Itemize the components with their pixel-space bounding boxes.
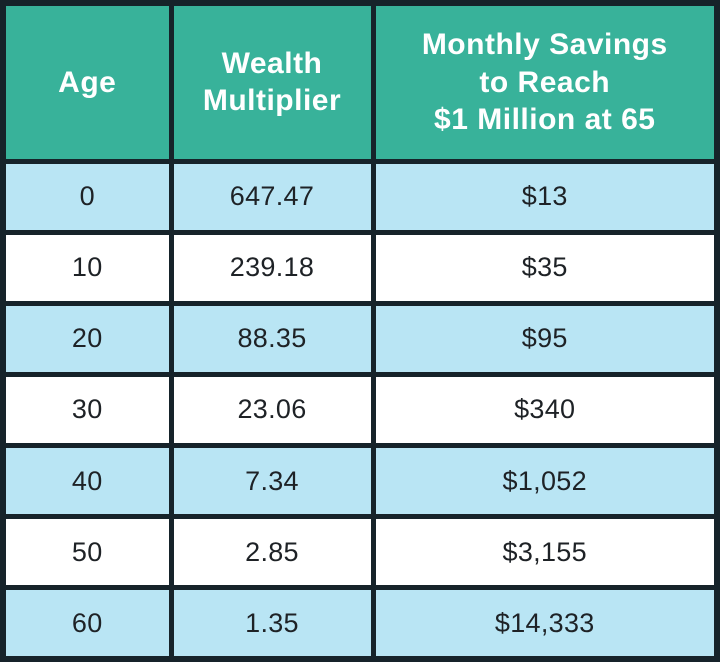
header-cell-wealth-multiplier: Wealth Multiplier <box>168 0 376 164</box>
savings-cell: $14,333 <box>370 585 720 662</box>
age-cell: 30 <box>0 371 174 449</box>
header-savings-line-3: $1 Million at 65 <box>434 103 656 136</box>
header-age-label: Age <box>58 65 117 99</box>
savings-cell: $95 <box>370 300 720 377</box>
age-cell: 40 <box>0 443 174 520</box>
age-cell: 0 <box>0 158 174 235</box>
age-cell: 50 <box>0 514 174 591</box>
savings-cell: $13 <box>370 158 720 235</box>
multiplier-cell: 1.35 <box>168 585 376 662</box>
age-cell: 10 <box>0 229 174 306</box>
table-row: 60 1.35 $14,333 <box>0 585 720 662</box>
table-row: 10 239.18 $35 <box>0 229 720 306</box>
age-cell: 20 <box>0 300 174 377</box>
header-multiplier-line-2: Multiplier <box>202 84 342 118</box>
multiplier-cell: 23.06 <box>168 371 376 449</box>
header-savings-line-2: to Reach <box>479 65 611 99</box>
table-row: 0 647.47 $13 <box>0 158 720 235</box>
table-row: 20 88.35 $95 <box>0 300 720 377</box>
header-savings-line-1: Monthly Savings <box>421 28 668 61</box>
savings-cell: $3,155 <box>370 514 720 591</box>
savings-cell: $1,052 <box>370 443 720 520</box>
multiplier-cell: 239.18 <box>168 229 376 306</box>
header-row: Age Wealth Multiplier Monthly Savings to… <box>0 0 720 164</box>
table-row: 50 2.85 $3,155 <box>0 514 720 591</box>
table-row: 30 23.06 $340 <box>0 371 720 449</box>
savings-cell: $35 <box>370 229 720 306</box>
multiplier-cell: 647.47 <box>168 158 376 235</box>
header-cell-age: Age <box>0 0 174 164</box>
multiplier-cell: 88.35 <box>168 300 376 377</box>
savings-cell: $340 <box>370 371 720 449</box>
header-cell-monthly-savings: Monthly Savings to Reach $1 Million at 6… <box>370 0 720 164</box>
multiplier-cell: 7.34 <box>168 443 376 520</box>
age-cell: 60 <box>0 585 174 662</box>
header-multiplier-line-1: Wealth <box>221 46 323 80</box>
table-row: 40 7.34 $1,052 <box>0 443 720 520</box>
multiplier-cell: 2.85 <box>168 514 376 591</box>
